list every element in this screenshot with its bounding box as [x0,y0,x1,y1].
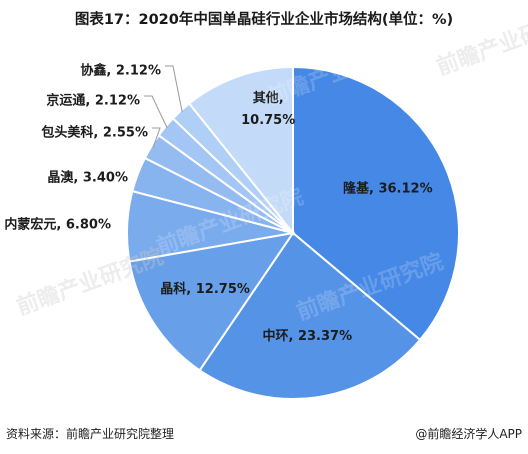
leader-line-7 [144,95,168,129]
pie-slices [126,65,461,400]
pie-slice-2 [198,231,422,400]
pie-slice-3 [128,231,296,372]
slice-label-8: 协鑫, 2.12% [80,63,161,79]
pie-slice-1 [292,65,461,342]
slice-label-6: 包头美科, 2.55% [41,125,148,141]
slice-labels: 隆基, 36.12% 中环, 23.37% 晶科, 12.75% 内蒙宏元, 6.80… [4,63,432,345]
slice-label-7: 京运通, 2.12% [46,93,140,109]
leader-line-6 [152,127,161,148]
pie-slice-9 [187,65,294,236]
slice-label-1: 隆基, 36.12% [343,180,433,196]
watermark-text: 前瞻产业研究院 [433,4,528,81]
slice-label-9: 其他, 10.75% [241,90,295,128]
slice-label-4: 内蒙宏元, 6.80% [4,217,111,233]
callout-leader-lines [144,65,183,148]
slice-label-5: 晶澳, 3.40% [47,170,128,186]
slice-label-3: 晶科, 12.75% [160,281,250,297]
chart-title: 图表17：2020年中国单晶硅行业企业市场结构(单位：%) [74,12,454,28]
slice-label-2: 中环, 23.37% [262,328,352,344]
leader-line-8 [165,65,183,113]
publisher-credit: @前瞻经济学人APP [415,427,522,441]
source-note: 资料来源：前瞻产业研究院整理 [6,427,175,441]
